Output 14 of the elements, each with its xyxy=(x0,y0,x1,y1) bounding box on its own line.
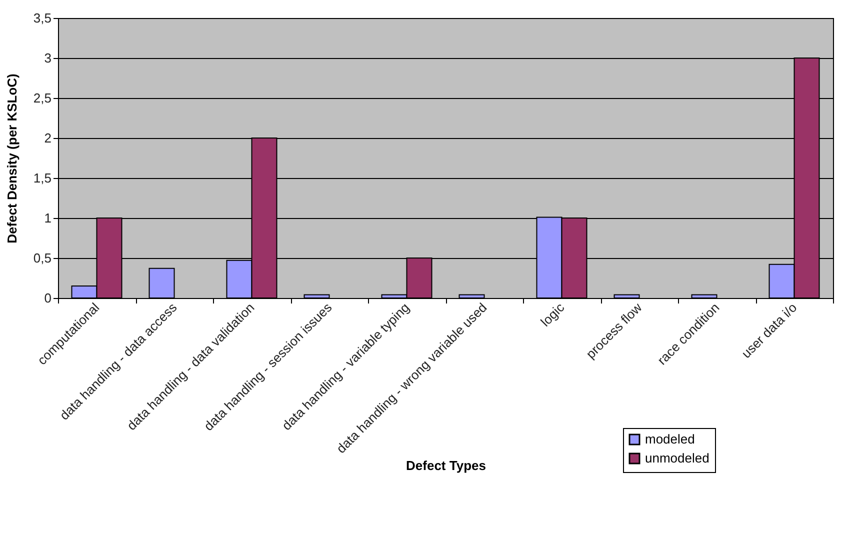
y-tick-label: 3 xyxy=(44,50,52,66)
y-tick-label: 0 xyxy=(44,290,52,306)
y-tick-label: 0,5 xyxy=(33,250,52,266)
x-tick-label: logic xyxy=(538,300,568,330)
legend-label: unmodeled xyxy=(645,450,710,466)
y-tick-label: 2,5 xyxy=(33,90,52,106)
y-tick-label: 1,5 xyxy=(33,170,52,186)
y-tick-label: 2 xyxy=(44,130,52,146)
y-axis-title: Defect Density (per KSLoC) xyxy=(4,74,20,244)
y-tick-label: 3,5 xyxy=(33,10,52,26)
y-tick-label: 1 xyxy=(44,210,52,226)
x-axis-title: Defect Types xyxy=(406,458,486,474)
legend-label: modeled xyxy=(645,432,695,446)
x-tick-label: user data i/o xyxy=(738,300,800,362)
